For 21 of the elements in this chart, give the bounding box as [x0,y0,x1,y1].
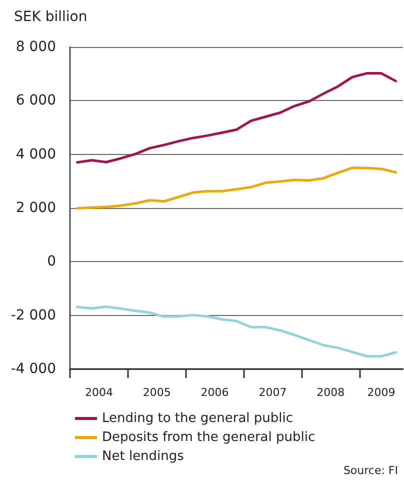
line-series [76,305,398,358]
source-note: Source: FI [343,464,398,477]
x-tick-label: 2004 [84,386,113,399]
x-tick-label: 2007 [258,386,287,399]
x-tick-label: 2005 [142,386,171,399]
line-series [76,166,398,210]
y-tick-label: 6 000 [16,92,56,109]
legend-label: Deposits from the general public [102,430,316,445]
y-tick-label: 2 000 [16,200,56,216]
y-tick-label: 4 000 [16,146,56,162]
legend-label: Lending to the general public [102,411,294,426]
x-tick-label: 2009 [367,386,396,399]
y-tick-label: 0 [47,254,56,270]
y-tick-label: 8 000 [16,39,56,55]
x-tick-label: 2008 [316,386,345,399]
y-tick-label: -2 000 [10,307,56,324]
y-tick-label: -4 000 [10,361,56,377]
line-series [76,72,398,164]
legend-label: Net lendings [102,449,184,464]
y-axis-title: SEK billion [14,9,88,25]
x-tick-label: 2006 [200,386,229,399]
